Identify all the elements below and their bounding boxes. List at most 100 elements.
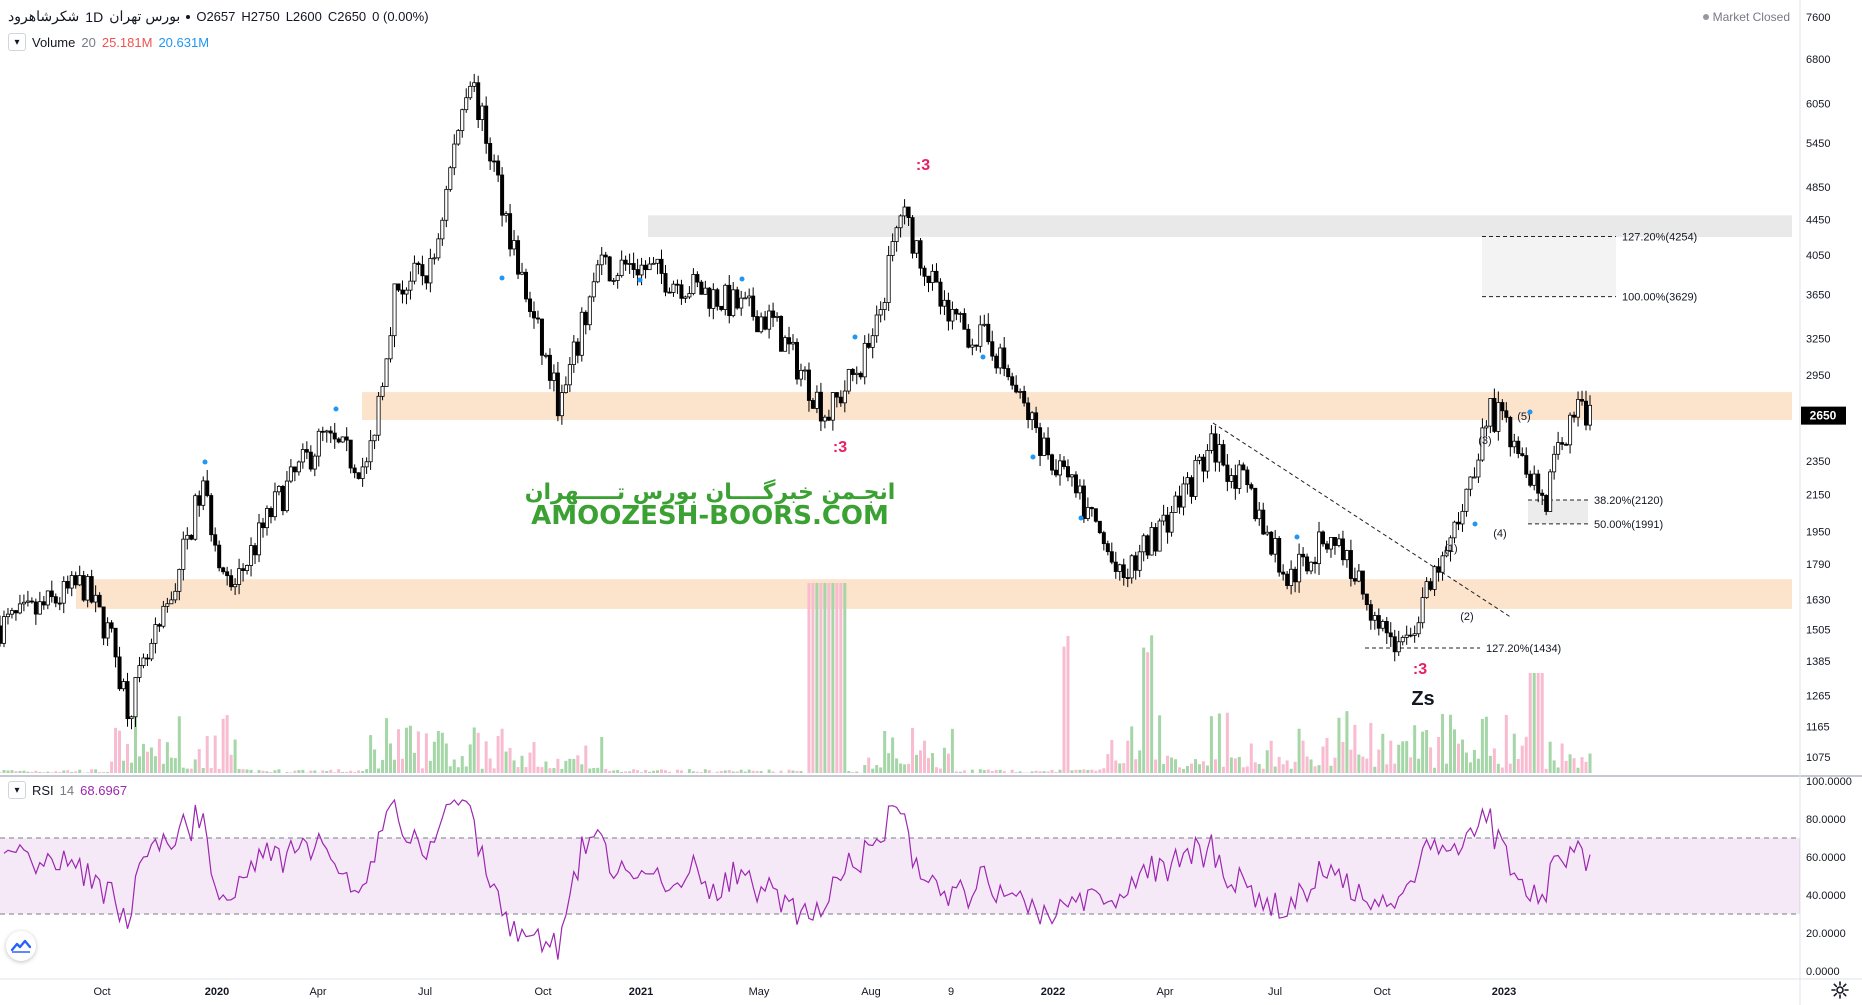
time-axis[interactable]: Oct 2020 Apr Jul Oct 2021 May Aug 9 2022 Apr Jul Oct… <box>93 986 1516 998</box>
low-value: 2600 <box>292 9 322 24</box>
market-status-label: Market Closed <box>1712 10 1790 24</box>
volume-legend[interactable]: ▾ Volume 20 25.181M 20.631M <box>8 33 209 51</box>
volume-bar <box>1568 754 1572 773</box>
candle <box>1584 390 1589 431</box>
tradingview-logo-button[interactable] <box>6 931 36 961</box>
candle <box>488 137 493 170</box>
candle <box>49 580 54 603</box>
candle <box>420 255 425 286</box>
candle <box>1400 635 1405 646</box>
volume-bar <box>325 770 329 773</box>
volume-bar <box>715 771 719 773</box>
symbol-legend[interactable]: شکرشاهرود 1D بورس تهران O2657 H2750 L260… <box>8 8 429 25</box>
candle <box>21 594 26 612</box>
price-tick-label: 7600 <box>1806 12 1830 24</box>
volume-bar <box>420 768 424 773</box>
interval-label[interactable]: 1D <box>85 8 104 25</box>
candle <box>492 154 497 172</box>
volume-bar <box>1249 743 1253 773</box>
volume-bar <box>998 769 1002 773</box>
volume-bar <box>648 771 652 773</box>
volume-bar <box>588 768 592 773</box>
candle <box>416 261 421 275</box>
candle <box>1141 533 1146 562</box>
volume-bar <box>564 760 568 773</box>
volume-bar <box>851 772 855 773</box>
candle <box>683 295 688 303</box>
volume-bar <box>743 771 747 773</box>
volume-bar <box>400 758 404 773</box>
volume-bar <box>727 770 731 773</box>
candle <box>902 199 907 225</box>
candle <box>404 287 409 305</box>
candle <box>739 290 744 316</box>
volume-bar <box>934 767 938 773</box>
volume-bar <box>1500 767 1504 773</box>
candle <box>958 311 963 323</box>
price-tick-label: 1075 <box>1806 752 1830 764</box>
volume-bar <box>1018 771 1022 773</box>
zone-support-resistance <box>362 392 1792 420</box>
candle <box>109 620 114 633</box>
volume-bar <box>994 770 998 773</box>
fib-projection-box <box>1482 236 1616 297</box>
candle <box>1476 453 1481 483</box>
candle <box>97 592 102 608</box>
volume-bar <box>313 770 317 773</box>
candle <box>1576 391 1581 427</box>
volume-bar <box>1205 765 1209 773</box>
candle <box>412 255 417 285</box>
candle <box>85 573 90 608</box>
volume-bar <box>1548 741 1552 773</box>
candle <box>655 258 660 275</box>
chevron-down-icon[interactable]: ▾ <box>8 781 26 799</box>
candle <box>914 240 919 259</box>
volume-bar <box>185 768 189 773</box>
candle <box>13 609 18 621</box>
symbol-name[interactable]: شکرشاهرود <box>8 8 80 24</box>
close-label: C <box>327 9 338 24</box>
gear-icon[interactable] <box>1830 980 1850 1000</box>
candle <box>296 460 301 476</box>
volume-bar <box>1453 729 1457 773</box>
candle <box>1448 535 1453 562</box>
rsi-axis[interactable]: 100.0000 80.0000 60.0000 40.0000 20.0000 0.00… <box>1806 776 1852 978</box>
volume-bar <box>807 583 811 773</box>
volume-bar <box>847 770 851 773</box>
candle <box>1237 459 1242 494</box>
volume-bar <box>751 770 755 773</box>
price-axis[interactable]: 7600 6800 6050 5450 4850 4450 4050 3650 3250 2950… <box>1806 12 1830 764</box>
volume-bar <box>1333 757 1337 773</box>
volume-bar <box>1544 768 1548 773</box>
rsi-legend[interactable]: ▾ RSI 14 68.6967 <box>8 781 127 799</box>
candle <box>1328 537 1333 558</box>
candle <box>1197 454 1202 465</box>
volume-bar <box>221 718 225 773</box>
volume-bar <box>1524 736 1528 773</box>
candle <box>1440 551 1445 581</box>
candle <box>1305 553 1310 575</box>
candle <box>1026 397 1031 429</box>
candle <box>643 260 648 279</box>
volume-bar <box>233 739 237 773</box>
candle <box>1257 502 1262 526</box>
volume-bar <box>1329 765 1333 773</box>
chevron-down-icon[interactable]: ▾ <box>8 33 26 51</box>
wave-label: (5) <box>1517 411 1530 423</box>
candle <box>814 385 819 414</box>
volume-bar <box>46 771 50 773</box>
candle <box>1344 549 1349 568</box>
candle <box>587 295 592 331</box>
volume-bar <box>1377 749 1381 773</box>
volume-bar <box>1532 673 1536 773</box>
volume-bar <box>903 764 907 773</box>
volume-bar <box>1217 713 1221 773</box>
candle <box>1229 468 1234 489</box>
candle <box>137 656 142 683</box>
signal-dot <box>1527 409 1533 415</box>
volume-bar <box>149 747 153 773</box>
candle <box>727 275 732 324</box>
volume-bar <box>895 758 899 773</box>
candle <box>1508 415 1513 457</box>
